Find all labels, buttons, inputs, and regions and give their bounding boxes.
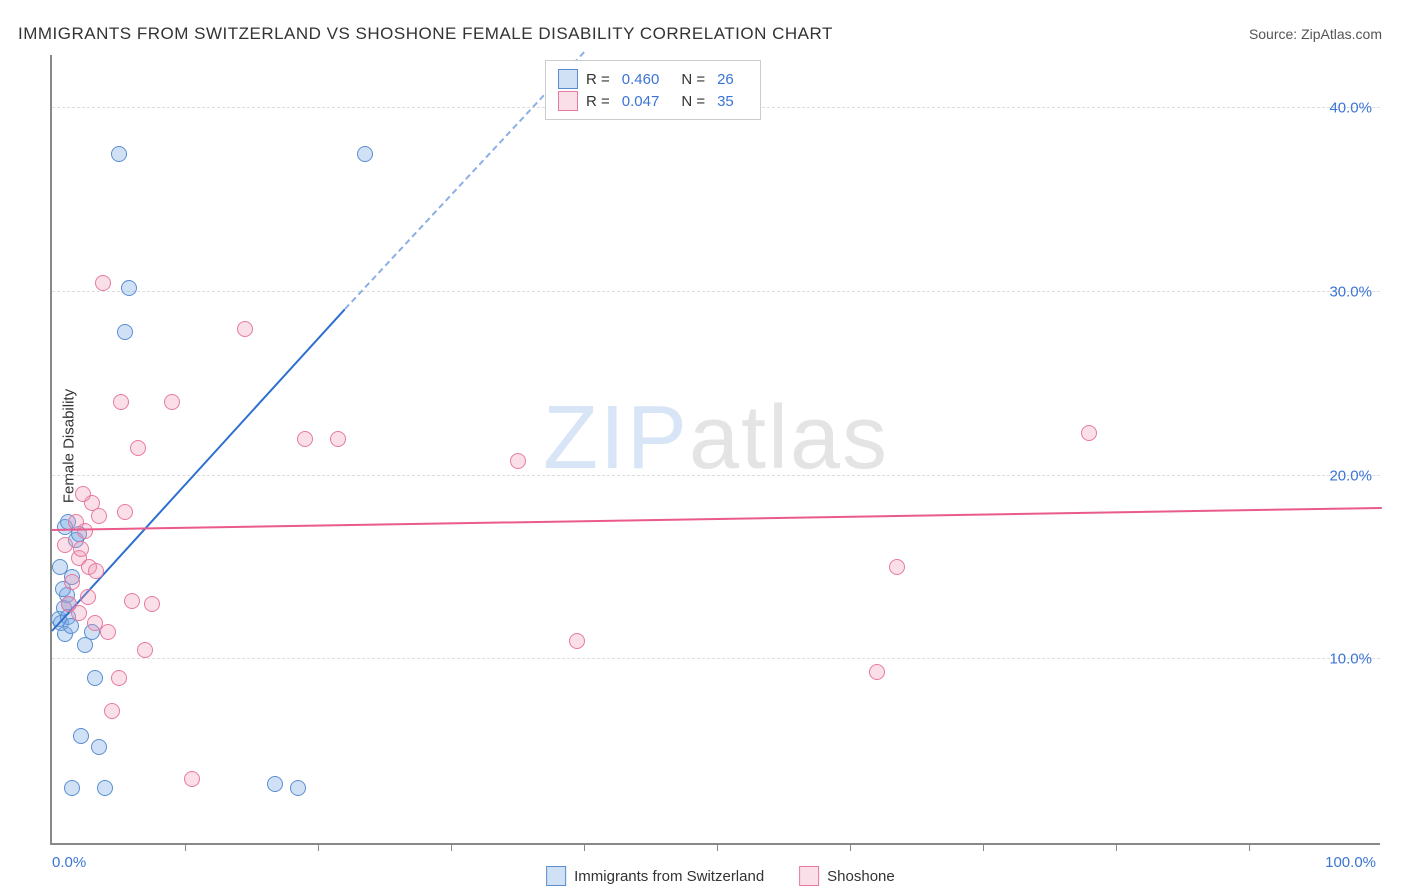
watermark-atlas: atlas	[689, 388, 889, 488]
legend-swatch	[558, 69, 578, 89]
legend-swatch	[558, 91, 578, 111]
legend-swatch	[546, 866, 566, 886]
data-point-shoshone	[117, 504, 133, 520]
series-legend: Immigrants from Switzerland Shoshone	[546, 866, 895, 886]
source-attribution: Source: ZipAtlas.com	[1249, 26, 1382, 42]
data-point-shoshone	[130, 440, 146, 456]
legend-n-value: 26	[717, 71, 734, 88]
legend-r-label: R =	[586, 71, 610, 88]
trend-line-shoshone	[52, 507, 1382, 531]
chart-title: IMMIGRANTS FROM SWITZERLAND VS SHOSHONE …	[18, 24, 833, 44]
y-tick-label: 30.0%	[1329, 283, 1372, 300]
y-tick-label: 40.0%	[1329, 100, 1372, 117]
y-tick-label: 10.0%	[1329, 651, 1372, 668]
legend-row: R = 0.047 N = 35	[558, 91, 748, 111]
source-name: ZipAtlas.com	[1301, 26, 1382, 42]
source-label: Source:	[1249, 26, 1301, 42]
data-point-shoshone	[104, 703, 120, 719]
data-point-shoshone	[88, 563, 104, 579]
data-point-shoshone	[68, 514, 84, 530]
legend-label: Immigrants from Switzerland	[574, 868, 764, 885]
legend-item-shoshone: Shoshone	[799, 866, 895, 886]
data-point-shoshone	[869, 664, 885, 680]
legend-n-label: N =	[681, 71, 705, 88]
data-point-shoshone	[111, 670, 127, 686]
data-point-shoshone	[124, 593, 140, 609]
legend-item-switzerland: Immigrants from Switzerland	[546, 866, 764, 886]
data-point-shoshone	[297, 431, 313, 447]
legend-row: R = 0.460 N = 26	[558, 69, 748, 89]
data-point-shoshone	[184, 771, 200, 787]
scatter-plot-area: ZIPatlas 10.0%20.0%30.0%40.0%0.0%100.0%	[50, 55, 1380, 845]
data-point-switzerland	[111, 146, 127, 162]
gridline	[52, 658, 1380, 659]
data-point-switzerland	[290, 780, 306, 796]
data-point-shoshone	[64, 574, 80, 590]
legend-r-label: R =	[586, 93, 610, 110]
watermark-zip: ZIP	[543, 388, 689, 488]
trend-line-switzerland	[51, 309, 345, 632]
data-point-shoshone	[91, 508, 107, 524]
data-point-switzerland	[91, 739, 107, 755]
data-point-switzerland	[267, 776, 283, 792]
x-max-label: 100.0%	[1325, 854, 1376, 871]
data-point-shoshone	[57, 537, 73, 553]
data-point-shoshone	[100, 624, 116, 640]
data-point-switzerland	[357, 146, 373, 162]
x-tick	[1249, 843, 1250, 851]
data-point-shoshone	[330, 431, 346, 447]
data-point-shoshone	[113, 394, 129, 410]
gridline	[52, 291, 1380, 292]
data-point-switzerland	[52, 559, 68, 575]
x-tick	[1116, 843, 1117, 851]
data-point-shoshone	[95, 275, 111, 291]
data-point-switzerland	[64, 780, 80, 796]
data-point-shoshone	[1081, 425, 1097, 441]
data-point-switzerland	[121, 280, 137, 296]
x-tick	[318, 843, 319, 851]
correlation-legend-box: R = 0.460 N = 26 R = 0.047 N = 35	[545, 60, 761, 120]
data-point-shoshone	[164, 394, 180, 410]
x-tick	[717, 843, 718, 851]
x-tick	[983, 843, 984, 851]
data-point-shoshone	[510, 453, 526, 469]
x-tick	[584, 843, 585, 851]
data-point-shoshone	[237, 321, 253, 337]
data-point-shoshone	[75, 486, 91, 502]
legend-n-label: N =	[681, 93, 705, 110]
data-point-shoshone	[144, 596, 160, 612]
x-tick	[451, 843, 452, 851]
legend-swatch	[799, 866, 819, 886]
x-tick	[850, 843, 851, 851]
legend-r-value: 0.460	[622, 71, 660, 88]
gridline	[52, 475, 1380, 476]
data-point-shoshone	[80, 589, 96, 605]
legend-r-value: 0.047	[622, 93, 660, 110]
data-point-switzerland	[73, 728, 89, 744]
x-tick	[185, 843, 186, 851]
legend-label: Shoshone	[827, 868, 895, 885]
x-min-label: 0.0%	[52, 854, 86, 871]
y-tick-label: 20.0%	[1329, 467, 1372, 484]
data-point-shoshone	[137, 642, 153, 658]
data-point-shoshone	[71, 605, 87, 621]
data-point-switzerland	[117, 324, 133, 340]
data-point-switzerland	[97, 780, 113, 796]
legend-n-value: 35	[717, 93, 734, 110]
data-point-shoshone	[569, 633, 585, 649]
data-point-switzerland	[87, 670, 103, 686]
data-point-shoshone	[73, 541, 89, 557]
data-point-shoshone	[889, 559, 905, 575]
